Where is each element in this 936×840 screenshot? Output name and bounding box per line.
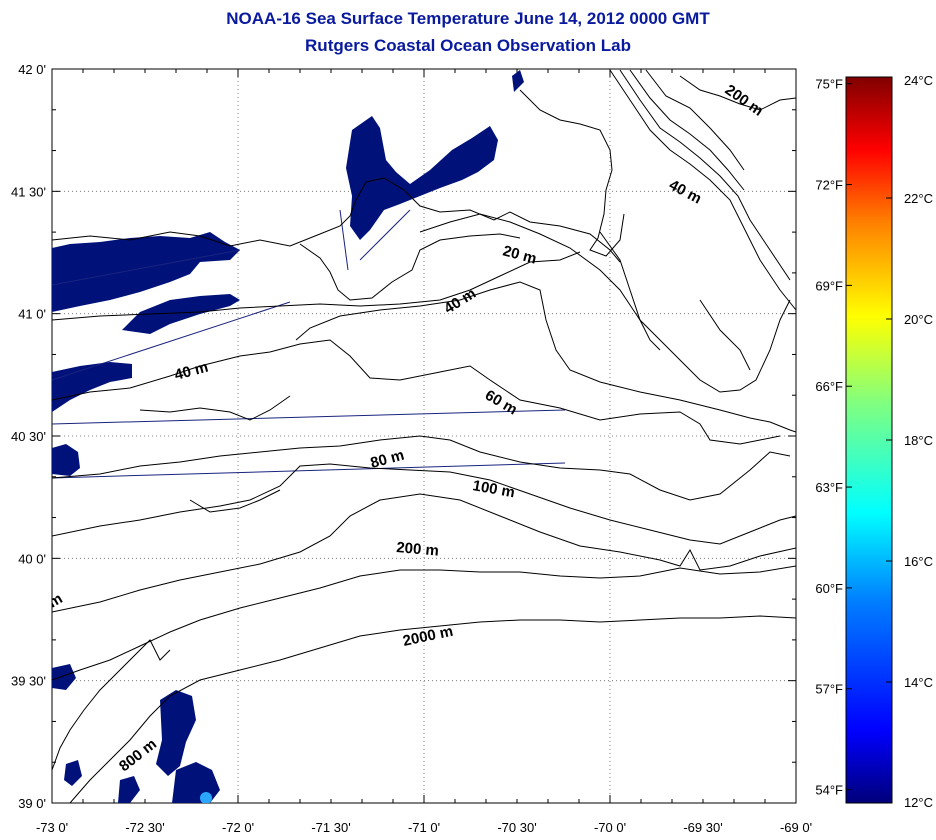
- coastal-inlets: [139, 395, 291, 513]
- cape-cod-outline: [519, 89, 625, 257]
- contour-shoals-2: [599, 231, 751, 371]
- colorbar-label-celsius: 20°C: [904, 312, 933, 327]
- land-cape-mask: [346, 116, 498, 240]
- contour-40m-south: [52, 339, 781, 445]
- contour-gom-200m-d: [645, 69, 745, 171]
- colorbar-label-celsius: 22°C: [904, 191, 933, 206]
- lat-label: 40 0': [18, 551, 46, 566]
- colorbar-labels: 24°C 22°C 20°C 18°C 16°C 14°C 12°C 75°F 72°F 69°F…: [815, 73, 933, 810]
- contour-200m: [52, 565, 796, 681]
- colorbar-label-celsius: 12°C: [904, 795, 933, 810]
- lat-label: 39 30': [11, 674, 46, 689]
- bathymetry-contours: [52, 69, 796, 803]
- colorbar-label-fahrenheit: 57°F: [815, 682, 843, 697]
- contour-gom-200m-c: [629, 69, 745, 191]
- colorbar-label-fahrenheit: 69°F: [815, 278, 843, 293]
- colorbar-label-celsius: 24°C: [904, 73, 933, 88]
- colorbar-label-fahrenheit: 72°F: [815, 178, 843, 193]
- land-ocean-mask-5: [64, 760, 82, 786]
- contour-gom-200m-a: [609, 69, 796, 311]
- lon-label: -70 0': [594, 820, 626, 835]
- contour-shoals: [419, 213, 791, 393]
- lon-label: -71 30': [311, 820, 350, 835]
- land-mask: [52, 70, 524, 803]
- colorbar-label-fahrenheit: 60°F: [815, 581, 843, 596]
- colorbar-label-celsius: 16°C: [904, 554, 933, 569]
- colorbar-label-celsius: 14°C: [904, 675, 933, 690]
- land-long-island-mask: [52, 232, 240, 312]
- contour-deep: [52, 639, 171, 771]
- lat-label: 40 30': [11, 429, 46, 444]
- warm-pixel: [200, 792, 212, 803]
- land-ri-mask: [122, 294, 240, 334]
- land-ct-mask: [52, 362, 132, 412]
- lat-label: 39 0': [18, 796, 46, 811]
- contour-60m: [52, 435, 791, 501]
- colorbar-label-celsius: 18°C: [904, 433, 933, 448]
- lon-label: -69 30': [683, 820, 722, 835]
- lat-label: 42 0': [18, 62, 46, 77]
- land-bay-mask: [52, 444, 80, 476]
- map-title: NOAA-16 Sea Surface Temperature June 14,…: [226, 9, 710, 28]
- contour-20m: [52, 251, 581, 321]
- coastline-north: [52, 177, 621, 263]
- contour-2000m: [69, 615, 796, 803]
- lon-label: -73 0': [36, 820, 68, 835]
- lat-label: 41 30': [11, 184, 46, 199]
- land-ocean-mask-3: [118, 776, 140, 803]
- lon-label: -70 30': [497, 820, 536, 835]
- contour-label-200m: 200 m: [396, 539, 440, 560]
- satellite-tracks: [52, 209, 566, 479]
- colorbar-label-fahrenheit: 75°F: [815, 77, 843, 92]
- axis-labels: 42 0' 41 30' 41 0' 40 30' 40 0' 39 30' 39 0' -7…: [11, 62, 812, 835]
- contour-80m: [52, 463, 796, 545]
- land-ocean-mask-4: [52, 664, 76, 690]
- contour-gom-200m-b: [619, 69, 791, 281]
- contour-gom-100m: [679, 75, 796, 111]
- colorbar-label-fahrenheit: 63°F: [815, 480, 843, 495]
- colorbar-label-fahrenheit: 54°F: [815, 783, 843, 798]
- lon-label: -72 0': [222, 820, 254, 835]
- map-subtitle: Rutgers Coastal Ocean Observation Lab: [305, 36, 631, 55]
- lon-label: -72 30': [125, 820, 164, 835]
- coastline-ri-mass: [299, 233, 521, 301]
- colorbar: [845, 76, 893, 804]
- lon-label: -69 0': [780, 820, 812, 835]
- lat-label: 41 0': [18, 307, 46, 322]
- colorbar-label-fahrenheit: 66°F: [815, 379, 843, 394]
- lon-label: -71 0': [408, 820, 440, 835]
- land-ocean-mask-1: [156, 690, 196, 776]
- contour-40m-north: [295, 281, 796, 433]
- contour-100m: [52, 493, 796, 613]
- land-ne-spot: [512, 70, 524, 92]
